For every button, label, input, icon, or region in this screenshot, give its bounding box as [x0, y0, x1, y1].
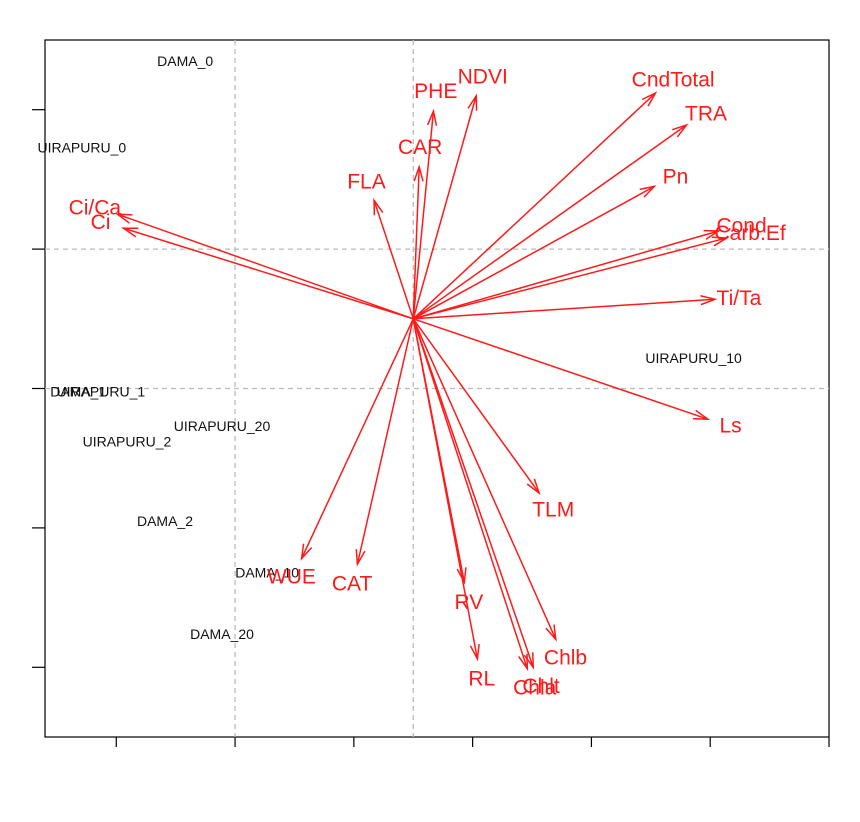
arrow-shaft: [412, 318, 540, 494]
variable-label-ls: Ls: [719, 415, 741, 438]
observation-label-dama-10: DAMA_10: [235, 565, 299, 581]
arrow-shaft: [412, 124, 687, 320]
arrow-head: [120, 227, 139, 238]
arrow-shaft: [413, 237, 728, 320]
variable-label-fla: FLA: [347, 170, 386, 193]
variable-label-chla: Chla: [513, 677, 557, 700]
arrow-shaft: [412, 318, 534, 668]
variable-label-rv: RV: [454, 591, 483, 614]
arrow-shaft: [123, 227, 414, 320]
variable-label-rl: RL: [468, 668, 495, 691]
arrow-shaft: [412, 92, 657, 320]
observation-label-uirapuru-20: UIRAPURU_20: [174, 418, 271, 434]
arrow-cond: [413, 229, 721, 320]
arrow-shaft: [412, 318, 479, 660]
arrow-shaft: [300, 318, 414, 559]
arrow-shaft: [412, 185, 655, 320]
arrow-ci: [120, 227, 414, 320]
arrow-tlm: [412, 318, 541, 496]
arrow-pn: [412, 185, 657, 320]
arrow-head: [711, 236, 730, 247]
arrow-head: [692, 409, 711, 420]
arrow-head: [115, 213, 133, 224]
variable-label-tlm: TLM: [532, 498, 574, 521]
variable-label-wue: WUE: [267, 566, 316, 589]
arrow-cndtotal: [412, 91, 658, 320]
variable-label-chlt: Chlt: [522, 675, 560, 698]
variable-label-tra: TRA: [685, 102, 727, 125]
arrow-head: [700, 295, 718, 306]
arrow-head: [703, 229, 721, 240]
variable-label-cat: CAT: [332, 573, 373, 596]
arrow-shaft: [356, 318, 414, 565]
arrow-carb-ef: [413, 236, 730, 320]
arrow-cat: [355, 318, 414, 567]
arrow-phe: [412, 108, 438, 319]
arrow-shaft: [413, 318, 709, 420]
observation-label-dama-0: DAMA_0: [157, 53, 213, 69]
arrow-rl: [412, 318, 480, 662]
arrow-ci-ca: [115, 213, 414, 320]
variable-label-chlb: Chlb: [544, 647, 587, 670]
arrow-head: [671, 123, 689, 138]
arrow-head: [426, 108, 438, 126]
arrow-tra: [412, 123, 689, 320]
arrow-head: [300, 543, 313, 561]
variable-label-phe: PHE: [414, 80, 457, 103]
arrow-ls: [413, 318, 711, 420]
arrow-shaft: [412, 318, 557, 640]
arrow-chlt: [412, 318, 535, 670]
variable-label-ndvi: NDVI: [458, 66, 508, 89]
arrow-shaft: [373, 200, 414, 320]
observation-label-uirapuru-2: UIRAPURU_2: [83, 433, 172, 449]
arrow-shaft: [413, 298, 716, 320]
variable-label-pn: Pn: [663, 166, 689, 189]
variable-label-cond: Cond: [716, 214, 766, 237]
variable-label-cndtotal: CndTotal: [632, 68, 715, 91]
arrow-head: [469, 643, 480, 662]
variable-arrows: [115, 91, 730, 672]
arrow-head: [413, 164, 424, 182]
variable-label-ci-ca: Ci/Ca: [69, 197, 122, 220]
arrow-head: [523, 652, 535, 670]
arrow-shaft: [412, 111, 435, 319]
arrow-head: [373, 197, 384, 216]
arrow-car: [412, 164, 424, 319]
observation-label-dama-2: DAMA_2: [137, 513, 193, 529]
arrow-head: [456, 567, 467, 585]
arrow-shaft: [412, 95, 477, 320]
arrow-shaft: [412, 318, 528, 669]
arrow-head: [467, 93, 478, 111]
variable-label-ci: Ci: [91, 211, 111, 234]
arrow-ti-ta: [413, 295, 718, 320]
arrow-ndvi: [412, 93, 478, 320]
arrow-shaft: [412, 166, 420, 319]
observation-label-dama-1: DAMA_1: [50, 383, 106, 399]
observation-label-uirapuru-10: UIRAPURU_10: [645, 350, 742, 366]
observation-label-dama-20: DAMA_20: [190, 626, 254, 642]
arrow-shaft: [117, 213, 414, 320]
variable-label-carb-ef: Carb.Ef: [714, 222, 785, 245]
arrow-fla: [373, 197, 414, 320]
axis-ticks: [32, 109, 830, 747]
observation-label-uirapuru-1: UIRAPURU_1: [56, 383, 145, 399]
arrow-chlb: [412, 318, 557, 642]
arrow-head: [545, 624, 557, 642]
variable-label-car: CAR: [398, 136, 442, 159]
arrow-wue: [300, 318, 414, 561]
observation-label-uirapuru-0: UIRAPURU_0: [37, 139, 126, 155]
variable-label-ti-ta: Ti/Ta: [717, 287, 762, 310]
arrow-head: [355, 549, 366, 567]
arrow-shaft: [413, 230, 719, 320]
arrow-head: [641, 91, 658, 107]
arrow-head: [639, 185, 657, 198]
arrow-chla: [412, 318, 529, 672]
arrow-head: [526, 478, 541, 496]
